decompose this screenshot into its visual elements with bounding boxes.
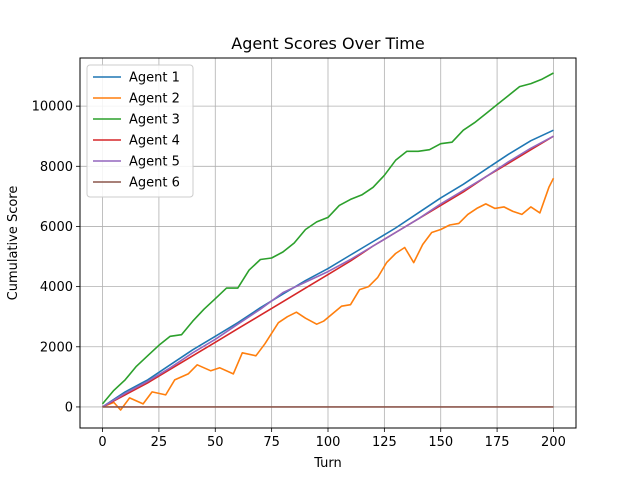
series-line-agent-3 (101, 72, 554, 405)
legend: Agent 1 Agent 2 Agent 3 Agent 4 Agent 5 Agent… (86, 64, 194, 198)
x-tick-label: 125 (372, 435, 397, 450)
x-tick-label: 150 (428, 435, 453, 450)
y-tick-label: 6000 (40, 220, 73, 235)
series-lines (101, 72, 555, 411)
y-tick-label: 8000 (40, 160, 73, 175)
legend-label: Agent 5 (129, 155, 180, 170)
x-axis-ticks: 0 25 50 75 100 125 150 175 200 (98, 428, 566, 450)
legend-label: Agent 4 (129, 134, 180, 149)
x-tick-label: 175 (485, 435, 510, 450)
x-tick-label: 200 (541, 435, 566, 450)
x-tick-label: 75 (263, 435, 280, 450)
legend-label: Agent 2 (129, 92, 180, 107)
x-tick-label: 50 (207, 435, 224, 450)
y-axis-label: Cumulative Score (6, 186, 21, 301)
y-tick-label: 0 (65, 400, 73, 415)
y-tick-label: 2000 (40, 340, 73, 355)
y-axis-ticks: 0 2000 4000 6000 8000 10000 (32, 100, 80, 415)
legend-label: Agent 6 (129, 176, 180, 191)
chart-title: Agent Scores Over Time (231, 34, 424, 53)
y-tick-label: 10000 (32, 100, 73, 115)
legend-label: Agent 1 (129, 71, 180, 86)
x-tick-label: 100 (316, 435, 341, 450)
series-line-agent-5 (102, 135, 554, 408)
series-line-agent-1 (102, 129, 554, 408)
x-tick-label: 0 (98, 435, 106, 450)
x-axis-label: Turn (313, 456, 342, 471)
y-tick-label: 4000 (40, 280, 73, 295)
x-tick-label: 25 (151, 435, 168, 450)
series-line-agent-2 (102, 177, 555, 411)
legend-label: Agent 3 (129, 113, 180, 128)
